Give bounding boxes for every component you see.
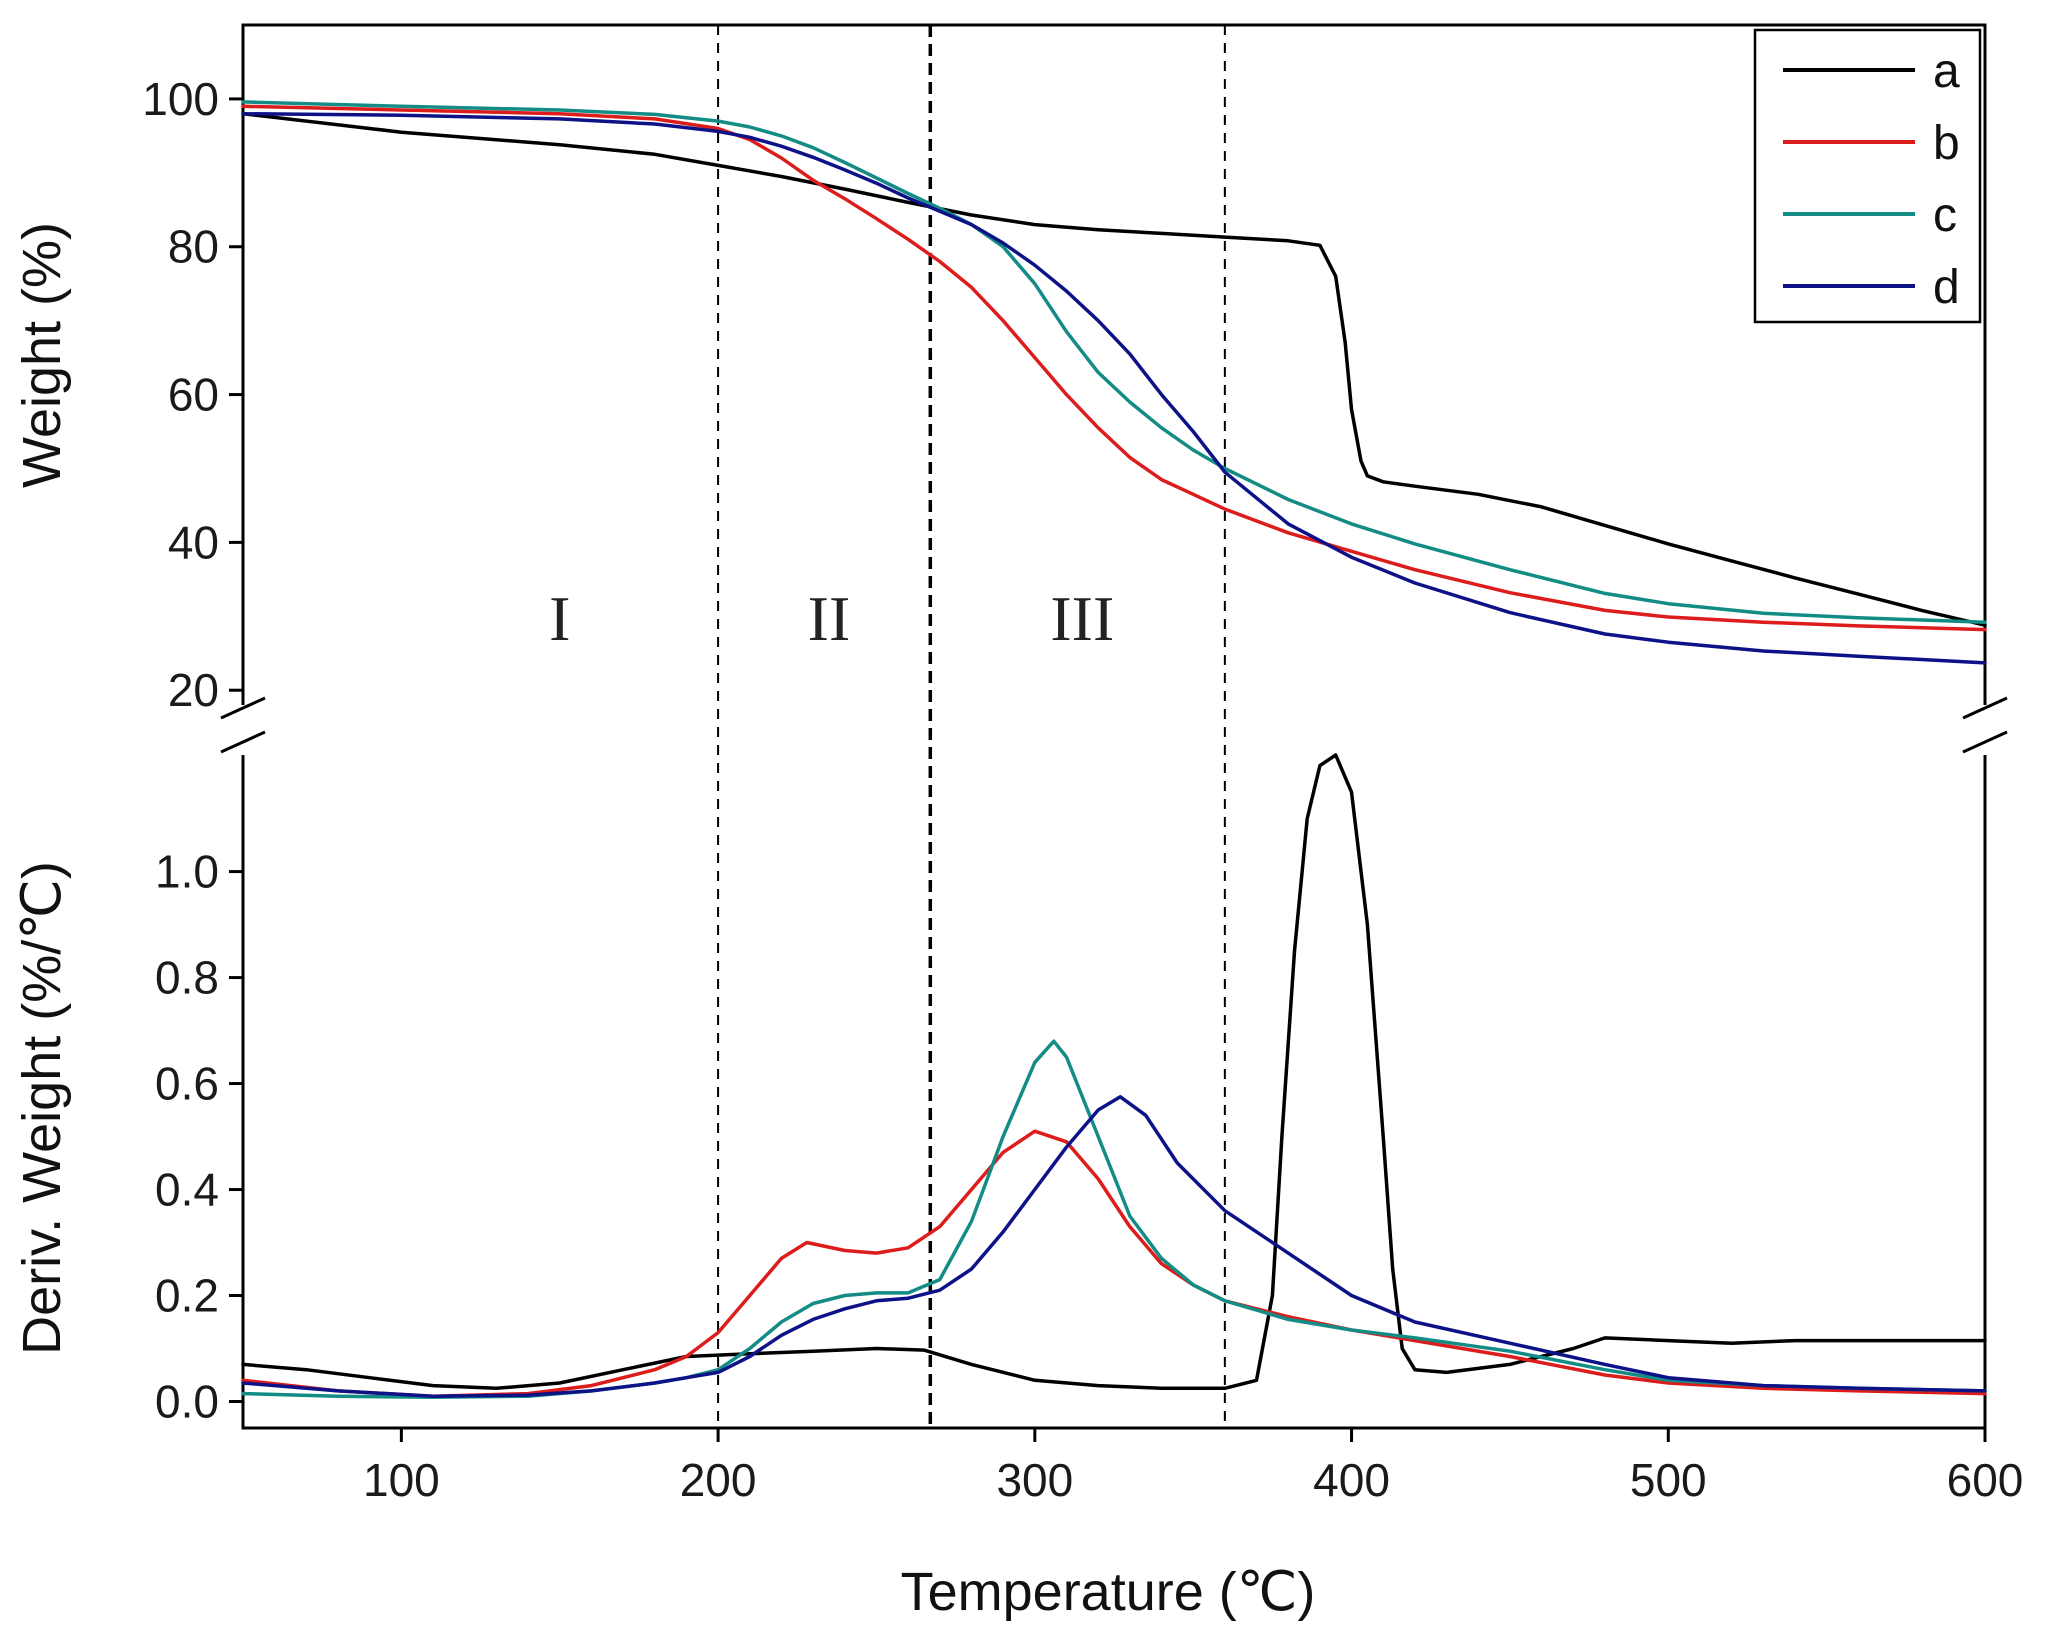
bottom-ytick-label: 0.4: [155, 1164, 219, 1216]
top-ytick-label: 60: [168, 369, 219, 421]
legend-label-c: c: [1933, 189, 1957, 242]
top-series-a: [241, 111, 1987, 627]
bottom-ytick-label: 0.0: [155, 1376, 219, 1428]
bottom-panel-frame: [241, 755, 1987, 1430]
axis-break-left-lower: [220, 730, 266, 754]
xtick-label: 200: [680, 1454, 757, 1506]
axis-break-left-upper: [220, 696, 266, 720]
bottom-series-a: [241, 753, 1987, 1391]
axis-break-right-lower: [1962, 730, 2008, 754]
xtick-label: 300: [996, 1454, 1073, 1506]
bottom-ytick-label: 0.2: [155, 1270, 219, 1322]
xtick-label: 400: [1313, 1454, 1390, 1506]
y-axis-title-weight: Weight (%): [12, 222, 72, 488]
top-ytick-label: 100: [142, 73, 219, 125]
top-panel-frame: [241, 23, 1987, 705]
x-axis-title: Temperature (℃): [901, 1562, 1316, 1622]
y-axis-title-deriv-weight: Deriv. Weight (%/℃): [12, 861, 72, 1355]
bottom-series-b: [241, 1129, 1987, 1398]
legend-label-d: d: [1933, 261, 1960, 314]
bottom-ytick-label: 0.8: [155, 952, 219, 1004]
region-label-I: I: [549, 583, 570, 654]
xtick-label: 600: [1947, 1454, 2024, 1506]
axis-break-right-upper: [1962, 696, 2008, 720]
top-series-c: [241, 100, 1987, 624]
legend-label-b: b: [1933, 117, 1960, 170]
region-label-III: III: [1050, 583, 1114, 654]
top-series-d: [241, 111, 1987, 665]
legend-label-a: a: [1933, 45, 1960, 98]
top-ytick-label: 80: [168, 221, 219, 273]
bottom-ytick-label: 0.6: [155, 1058, 219, 1110]
top-ytick-label: 40: [168, 516, 219, 568]
top-series-b: [241, 104, 1987, 632]
bottom-series-d: [241, 1095, 1987, 1398]
xtick-label: 500: [1630, 1454, 1707, 1506]
xtick-label: 100: [363, 1454, 440, 1506]
bottom-ytick-label: 1.0: [155, 846, 219, 898]
top-ytick-label: 20: [168, 664, 219, 716]
legend-box: [1753, 28, 1982, 324]
region-label-II: II: [808, 583, 851, 654]
